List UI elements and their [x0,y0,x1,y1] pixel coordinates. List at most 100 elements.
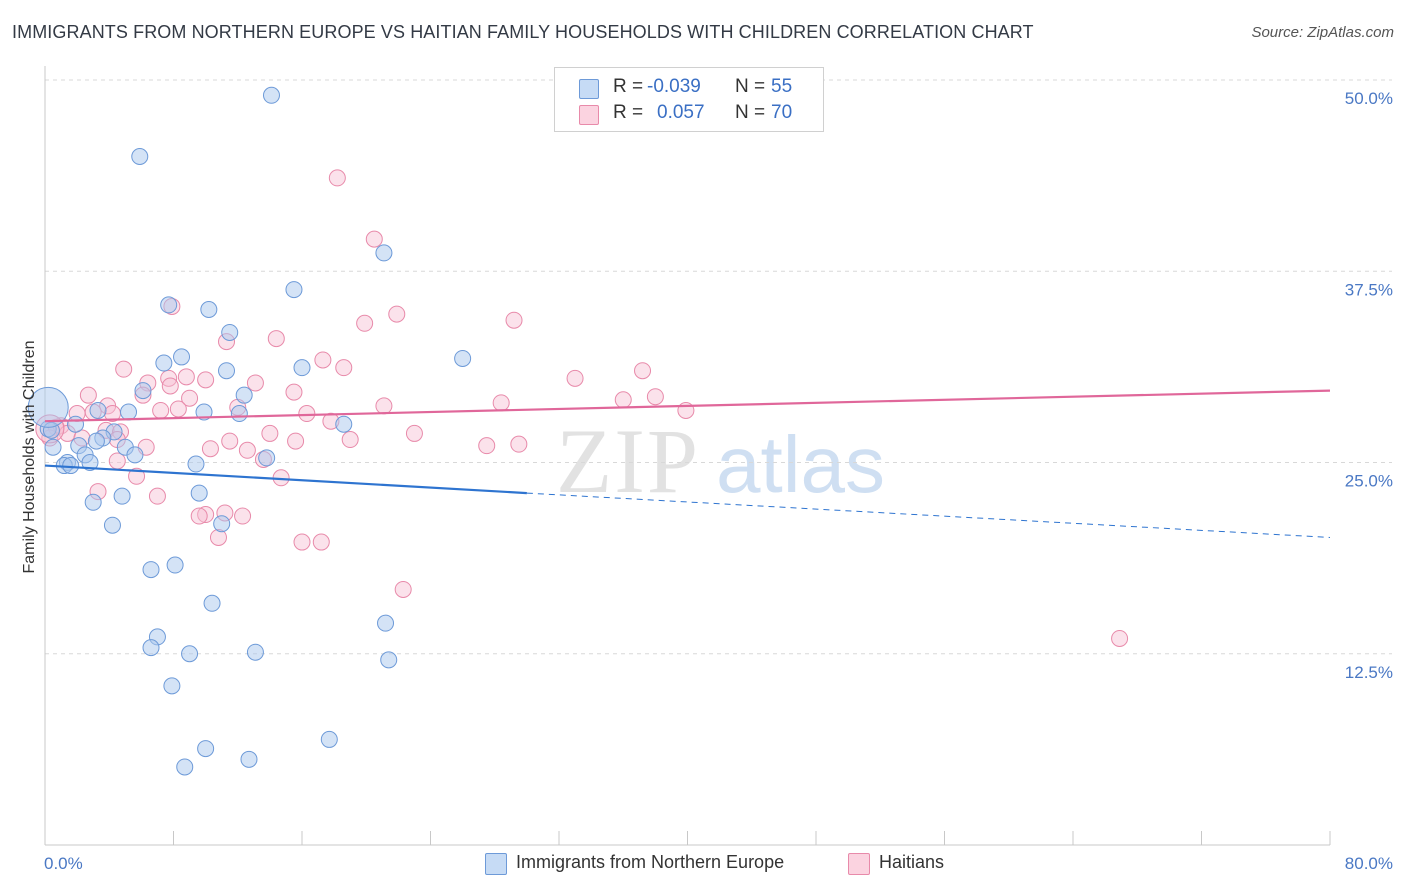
haitians-point [197,506,215,524]
northern-europe-point [195,403,213,421]
legend-row-northern-europe: R = -0.039 N = 55 [555,76,823,102]
northern-europe-point [200,301,218,318]
northern-europe-point [126,446,144,464]
northern-europe-point [335,415,353,433]
haitians-point [115,360,133,378]
haitians-point [356,314,374,332]
haitians-point [298,405,316,423]
northern-europe-point [134,382,152,400]
y-tick-label: 12.5% [1345,663,1393,682]
haitians-point [221,432,239,450]
northern-europe-point [454,349,472,367]
haitians-point [128,467,146,485]
northern-europe-point [218,362,236,380]
haitians-point [287,432,305,450]
legend-n-label: N = [735,102,766,123]
northern-europe-point [258,449,276,467]
northern-europe-point [230,405,248,423]
northern-europe-point [81,454,99,471]
northern-europe-point [166,556,184,574]
y-axis-label: Family Households with Children [21,341,38,574]
northern-europe-point [113,487,131,505]
northern-europe-point [89,401,107,419]
northern-europe-point [160,296,178,314]
northern-europe-point [380,651,398,669]
northern-europe-point [181,645,199,663]
northern-europe-cluster-point [27,386,69,428]
haitians-point [394,580,412,598]
legend-label-northern-europe: Immigrants from Northern Europe [516,852,785,872]
haitians-point [169,400,187,418]
haitians-point [293,533,311,551]
northern-europe-point [103,516,121,534]
haitians-point [238,441,256,459]
northern-europe-point [163,677,181,695]
northern-europe-point [240,750,258,768]
haitians-point [246,374,264,392]
source-label: Source: ZipAtlas.com [1251,24,1394,41]
haitians-point [505,311,523,329]
northern-europe-point [131,148,149,165]
haitians-point [375,397,393,415]
northern-europe-point [203,594,221,612]
northern-europe-point [62,457,80,475]
haitians-point [234,507,252,525]
haitians-point [388,305,406,323]
northern-europe-point [142,639,160,657]
haitians-point [108,452,126,470]
northern-europe-point [120,403,138,421]
haitians-point [1111,629,1129,647]
legend-n-value: 70 [771,102,793,123]
haitians-point [365,230,383,248]
legend-n-value: 55 [771,76,793,97]
northern-europe-point [155,354,173,372]
legend-label-haitians: Haitians [879,852,945,872]
y-tick-label: 50.0% [1345,89,1393,108]
northern-europe-point [44,438,62,456]
x-tick-label: 0.0% [44,854,83,873]
tick-labels: 12.5% 25.0% 37.5% 50.0% 0.0% 80.0% [44,89,1393,873]
x-tick-label: 80.0% [1345,854,1393,873]
legend-r-value: -0.039 [647,76,701,97]
legend-r-label: R = [613,102,644,123]
northern-europe-point [320,730,338,748]
grid-lines [45,79,1392,655]
northern-europe-point [293,359,311,377]
northern-europe-point [67,415,85,433]
northern-europe-point [173,348,191,366]
northern-europe-points [27,86,472,776]
series-legend: Immigrants from Northern Europe Haitians [0,850,1406,878]
northern-europe-point [262,86,280,104]
haitians-point [312,533,330,551]
haitians-trend-line [44,389,1331,423]
northern-europe-point [87,432,105,450]
haitians-point [197,371,215,389]
northern-europe-point [142,561,160,579]
northern-europe-point [213,515,231,533]
haitians-point [177,368,195,386]
legend-swatch-pink [848,853,870,875]
y-tick-label: 37.5% [1345,280,1393,299]
haitians-point [267,330,285,348]
northern-europe-point [197,740,215,758]
northern-europe-point [285,281,303,299]
haitians-point [614,391,632,409]
haitians-point [190,507,208,525]
haitians-point [181,389,199,407]
legend-swatch-pink [579,105,599,125]
northern-europe-trend-line [44,464,527,495]
northern-europe-point [377,614,395,632]
haitians-point [79,386,97,404]
northern-europe-point [84,493,102,511]
chart-title: IMMIGRANTS FROM NORTHERN EUROPE VS HAITI… [12,22,1034,42]
northern-europe-trend-extension [526,492,1331,538]
legend-swatch-blue [579,79,599,99]
haitians-point [478,437,496,455]
haitians-point [201,440,219,458]
legend-row-haitians: R = 0.057 N = 70 [555,102,823,128]
haitians-point [161,377,179,395]
haitians-point [405,424,423,442]
northern-europe-point [221,323,239,341]
legend-n-label: N = [735,76,766,97]
